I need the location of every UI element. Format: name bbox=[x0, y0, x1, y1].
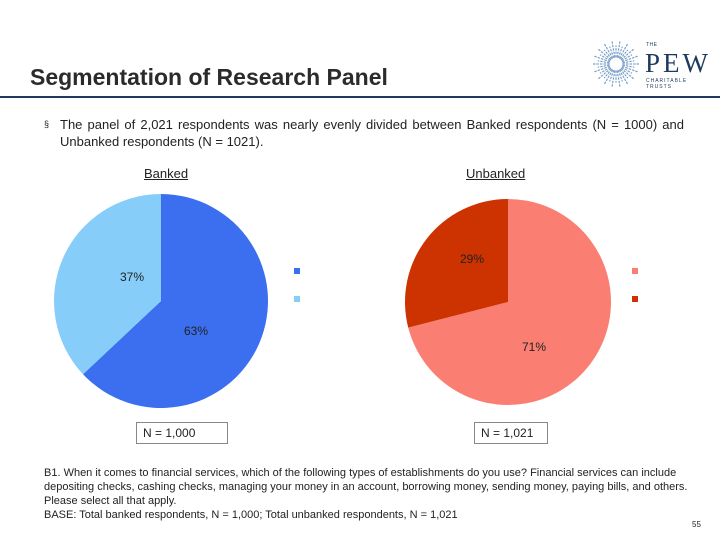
logo-ray bbox=[609, 69, 615, 82]
banked-chart-title: Banked bbox=[144, 166, 189, 181]
logo-pew-text: PEW bbox=[645, 48, 711, 78]
bullet-marker: § bbox=[44, 119, 50, 129]
logo-ray bbox=[617, 46, 623, 59]
logo-ray bbox=[603, 49, 613, 60]
page-title: Segmentation of Research Panel bbox=[30, 64, 388, 90]
logo-ray bbox=[611, 40, 616, 58]
banked-pie bbox=[53, 194, 268, 408]
logo-ray bbox=[616, 70, 621, 88]
banked-slice-0 bbox=[83, 194, 268, 408]
unbanked-n-box: N = 1,021 bbox=[474, 422, 548, 444]
logo-ray bbox=[621, 65, 639, 73]
logo-ray bbox=[621, 66, 633, 74]
summary-text: The panel of 2,021 respondents was nearl… bbox=[60, 117, 684, 149]
banked-legend-swatch-primary bbox=[294, 268, 300, 274]
logo-ray bbox=[597, 64, 610, 68]
pew-sunburst-icon bbox=[592, 40, 640, 88]
banked-slice-1 bbox=[53, 194, 162, 375]
logo-ray bbox=[599, 66, 611, 74]
logo-ray bbox=[620, 67, 635, 80]
logo-ray bbox=[597, 67, 612, 80]
logo-ray bbox=[597, 48, 612, 61]
logo-ray bbox=[622, 64, 635, 68]
logo-ray bbox=[597, 60, 610, 64]
banked-pct-label-primary: 63% bbox=[184, 324, 209, 338]
logo-ray bbox=[609, 46, 615, 59]
unbanked-pct-label-primary: 71% bbox=[522, 340, 547, 354]
logo-ray bbox=[622, 60, 635, 64]
unbanked-pie bbox=[405, 199, 611, 406]
logo-ray bbox=[599, 54, 611, 62]
logo-ray bbox=[619, 49, 629, 60]
logo-ray bbox=[616, 40, 621, 58]
banked-n-box: N = 1,000 bbox=[136, 422, 228, 444]
logo-ray bbox=[618, 69, 629, 85]
pew-logo: THE PEW CHARITABLE TRUSTS bbox=[590, 40, 711, 90]
page-number: 55 bbox=[692, 520, 701, 529]
unbanked-slice-1 bbox=[405, 199, 508, 328]
footnote-base: BASE: Total banked respondents, N = 1,00… bbox=[44, 509, 458, 521]
summary-bullet: § The panel of 2,021 respondents was nea… bbox=[44, 116, 684, 150]
unbanked-legend-swatch-secondary bbox=[632, 296, 638, 302]
logo-ray bbox=[593, 55, 611, 63]
title-divider bbox=[0, 96, 720, 98]
logo-ray bbox=[611, 70, 616, 88]
unbanked-chart-title: Unbanked bbox=[466, 166, 526, 181]
footnote-question: B1. When it comes to financial services,… bbox=[44, 467, 688, 507]
banked-pct-label-secondary: 37% bbox=[120, 270, 145, 284]
banked-legend-swatch-secondary bbox=[294, 296, 300, 302]
logo-ray bbox=[621, 54, 633, 62]
logo-ray bbox=[617, 69, 623, 82]
logo-ray bbox=[618, 43, 629, 59]
logo-ray bbox=[603, 69, 614, 85]
unbanked-slice-0 bbox=[408, 199, 611, 406]
logo-ray bbox=[619, 68, 629, 79]
logo-the-text: THE bbox=[646, 42, 658, 48]
logo-ray bbox=[593, 65, 611, 73]
unbanked-pct-label-secondary: 29% bbox=[460, 252, 485, 266]
logo-ray bbox=[603, 43, 614, 59]
footnote: B1. When it comes to financial services,… bbox=[44, 466, 694, 522]
logo-ray bbox=[621, 55, 639, 63]
logo-subtitle: CHARITABLE TRUSTS bbox=[646, 78, 688, 90]
logo-ray bbox=[620, 48, 635, 61]
unbanked-legend-swatch-primary bbox=[632, 268, 638, 274]
logo-ray bbox=[603, 68, 613, 79]
